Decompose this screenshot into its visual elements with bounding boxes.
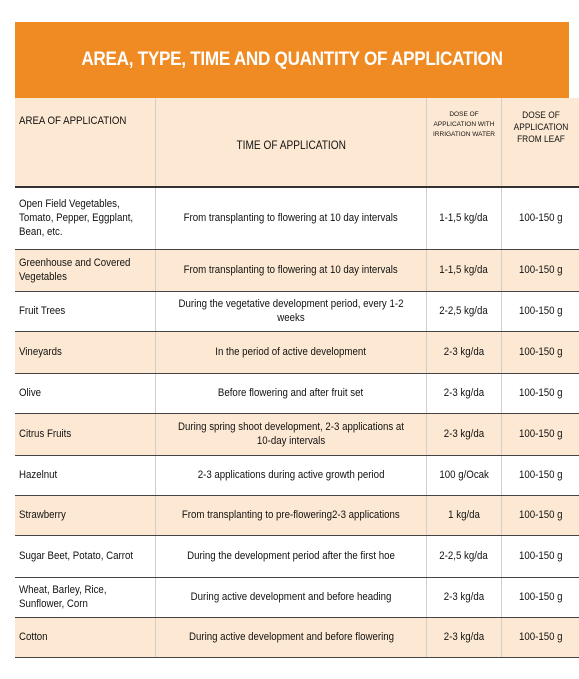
cell-area: Fruit Trees [15,291,156,332]
cell-dose-leaf: 100-150 g [501,331,579,374]
table-row: Vineyards In the period of active develop… [15,331,579,374]
cell-dose-irrigation: 1-1,5 kg/da [426,187,502,250]
application-table: AREA OF APPLICATION TIME OF APPLICATION … [15,98,579,658]
cell-time: From transplanting to pre-flowering2-3 a… [155,495,427,536]
cell-dose-leaf: 100-150 g [501,495,579,536]
cell-dose-leaf: 100-150 g [501,373,579,414]
cell-dose-leaf: 100-150 g [501,291,579,332]
cell-time: During active development and before hea… [155,577,427,618]
cell-dose-leaf: 100-150 g [501,187,579,250]
table-row: Strawberry From transplanting to pre-flow… [15,495,579,536]
header-dose-irrigation: DOSE OF APPLICATION WITH IRRIGATION WATE… [426,98,502,188]
cell-area: Vineyards [15,331,156,374]
cell-time: During the vegetative development period… [155,291,427,332]
cell-dose-irrigation: 2-3 kg/da [426,373,502,414]
cell-area: Hazelnut [15,455,156,496]
cell-dose-irrigation: 2-3 kg/da [426,577,502,618]
cell-dose-irrigation: 2-2,5 kg/da [426,535,502,578]
table-row: Fruit Trees During the vegetative develop… [15,291,579,332]
table-row: Hazelnut 2-3 applications during active g… [15,455,579,496]
table-header-row: AREA OF APPLICATION TIME OF APPLICATION … [15,98,579,188]
cell-time: From transplanting to flowering at 10 da… [155,249,427,292]
cell-dose-irrigation: 2-3 kg/da [426,617,502,658]
cell-area: Sugar Beet, Potato, Carrot [15,535,156,578]
cell-time: In the period of active development [155,331,427,374]
cell-area: Strawberry [15,495,156,536]
cell-dose-leaf: 100-150 g [501,413,579,456]
cell-dose-leaf: 100-150 g [501,249,579,292]
cell-dose-irrigation: 1 kg/da [426,495,502,536]
table-row: Olive Before flowering and after fruit se… [15,373,579,414]
table-row: Sugar Beet, Potato, Carrot During the dev… [15,535,579,578]
cell-time: During the development period after the … [155,535,427,578]
table-row: Greenhouse and Covered Vegetables From tr… [15,249,579,292]
header-area: AREA OF APPLICATION [15,98,156,188]
cell-time: From transplanting to flowering at 10 da… [155,187,427,250]
cell-dose-irrigation: 100 g/Ocak [426,455,502,496]
cell-area: Greenhouse and Covered Vegetables [15,249,156,292]
cell-time: During active development and before flo… [155,617,427,658]
application-sheet: AREA, TYPE, TIME AND QUANTITY OF APPLICA… [15,22,579,658]
cell-dose-leaf: 100-150 g [501,617,579,658]
cell-dose-leaf: 100-150 g [501,535,579,578]
cell-time: Before flowering and after fruit set [155,373,427,414]
cell-dose-irrigation: 2-2,5 kg/da [426,291,502,332]
header-time: TIME OF APPLICATION [155,98,427,188]
cell-time: During spring shoot development, 2-3 app… [155,413,427,456]
cell-dose-irrigation: 2-3 kg/da [426,331,502,374]
title-banner: AREA, TYPE, TIME AND QUANTITY OF APPLICA… [15,22,569,98]
cell-area: Open Field Vegetables, Tomato, Pepper, E… [15,187,156,250]
cell-dose-leaf: 100-150 g [501,577,579,618]
table-row: Wheat, Barley, Rice, Sunflower, Corn Duri… [15,577,579,618]
cell-dose-leaf: 100-150 g [501,455,579,496]
cell-area: Wheat, Barley, Rice, Sunflower, Corn [15,577,156,618]
cell-dose-irrigation: 2-3 kg/da [426,413,502,456]
table-row: Cotton During active development and befo… [15,617,579,658]
cell-area: Citrus Fruits [15,413,156,456]
page-title: AREA, TYPE, TIME AND QUANTITY OF APPLICA… [42,22,542,98]
cell-dose-irrigation: 1-1,5 kg/da [426,249,502,292]
cell-time: 2-3 applications during active growth pe… [155,455,427,496]
table-row: Open Field Vegetables, Tomato, Pepper, E… [15,187,579,250]
table-row: Citrus Fruits During spring shoot develop… [15,413,579,456]
header-dose-leaf: DOSE OF APPLICATION FROM LEAF [501,98,579,188]
cell-area: Olive [15,373,156,414]
cell-area: Cotton [15,617,156,658]
